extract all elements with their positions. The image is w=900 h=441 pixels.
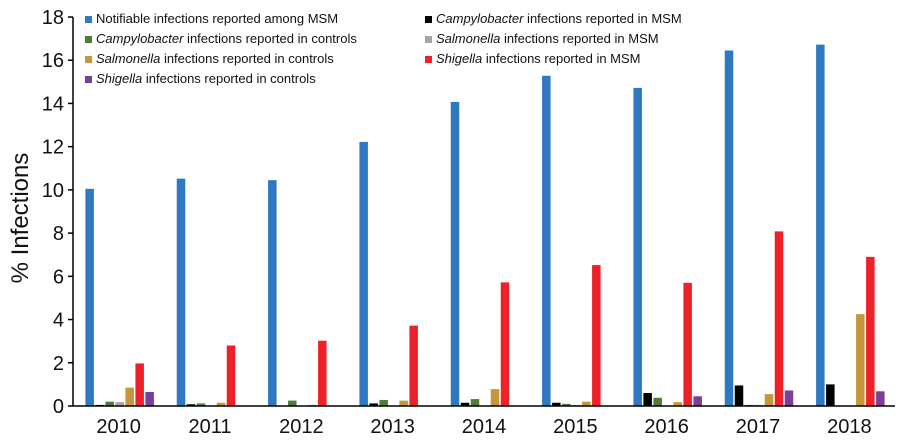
bar xyxy=(734,385,744,406)
bar xyxy=(145,391,154,406)
x-tick-label: 2017 xyxy=(736,416,781,438)
bar xyxy=(318,340,327,406)
bar xyxy=(176,178,186,406)
bar xyxy=(125,387,134,406)
bar xyxy=(196,403,206,406)
y-tick-label: 6 xyxy=(53,266,64,288)
bar xyxy=(562,403,571,406)
bar xyxy=(582,401,591,406)
bars xyxy=(85,44,885,407)
bar xyxy=(105,401,114,406)
y-tick-label: 18 xyxy=(42,7,64,29)
x-tick-label: 2014 xyxy=(462,416,507,438)
y-tick-label: 14 xyxy=(42,93,64,115)
x-tick-label: 2018 xyxy=(827,416,872,438)
bar xyxy=(784,390,794,406)
legend-swatch xyxy=(425,36,432,43)
bar xyxy=(826,384,835,406)
y-tick-label: 16 xyxy=(42,50,64,72)
legend-swatch xyxy=(425,56,432,63)
y-tick-label: 0 xyxy=(53,396,64,418)
legend-entry: Campylobacter infections reported in MSM xyxy=(436,11,682,26)
legend: Notifiable infections reported among MSM… xyxy=(85,11,682,86)
x-tick-label: 2016 xyxy=(644,416,689,438)
bar xyxy=(816,44,825,406)
bar xyxy=(450,101,460,407)
bar xyxy=(399,400,408,406)
y-tick-label: 2 xyxy=(53,353,64,375)
bar xyxy=(633,87,642,406)
bar xyxy=(470,399,480,406)
y-tick-label: 4 xyxy=(53,310,64,332)
bar xyxy=(643,393,652,406)
bar xyxy=(226,345,236,406)
bar xyxy=(552,402,561,406)
bar xyxy=(542,75,551,406)
y-tick-label: 12 xyxy=(42,137,64,159)
bar xyxy=(115,402,124,406)
legend-swatch xyxy=(85,16,92,23)
bar xyxy=(369,403,378,406)
bar xyxy=(135,363,144,406)
bar xyxy=(724,50,734,406)
legend-entry: Shigella infections reported in MSM xyxy=(436,51,641,66)
bar xyxy=(693,396,702,406)
bar xyxy=(359,141,368,406)
bar xyxy=(500,282,510,406)
legend-entry: Campylobacter infections reported in con… xyxy=(96,31,357,46)
bar xyxy=(592,265,601,406)
x-tick-label: 2012 xyxy=(279,416,324,438)
x-tick-label: 2010 xyxy=(96,416,141,438)
legend-swatch xyxy=(425,16,432,23)
bar xyxy=(409,325,418,406)
bar xyxy=(876,391,885,406)
bar xyxy=(216,402,226,406)
bar xyxy=(764,394,774,406)
bar xyxy=(288,400,297,406)
bar xyxy=(866,256,875,406)
bar xyxy=(653,397,662,406)
y-axis-label: % Infections xyxy=(7,153,34,284)
legend-entry: Shigella infections reported in controls xyxy=(96,71,316,86)
x-axis-ticks: 2010 2011 2012 2013 2014 2015 2016 2017 2018 xyxy=(96,416,871,438)
legend-entry: Notifiable infections reported among MSM xyxy=(96,11,338,26)
legend-entry: Salmonella infections reported in MSM xyxy=(436,31,659,46)
bar xyxy=(460,402,470,406)
bar xyxy=(774,231,784,406)
bar xyxy=(673,402,682,406)
bar xyxy=(490,389,500,406)
x-tick-label: 2015 xyxy=(553,416,598,438)
bar xyxy=(186,404,196,406)
bar xyxy=(683,282,692,406)
y-axis-ticks: 0 2 4 6 8 10 12 14 16 18 xyxy=(42,7,73,418)
legend-swatch xyxy=(85,36,92,43)
bar xyxy=(379,399,388,406)
y-tick-label: 10 xyxy=(42,180,64,202)
y-tick-label: 8 xyxy=(53,223,64,245)
bar xyxy=(85,188,94,406)
x-tick-label: 2011 xyxy=(188,416,231,438)
legend-swatch xyxy=(85,76,92,83)
legend-swatch xyxy=(85,56,92,63)
bar xyxy=(268,180,277,406)
legend-entry: Salmonella infections reported in contro… xyxy=(96,51,334,66)
bar xyxy=(856,314,865,406)
x-tick-label: 2013 xyxy=(370,416,415,438)
